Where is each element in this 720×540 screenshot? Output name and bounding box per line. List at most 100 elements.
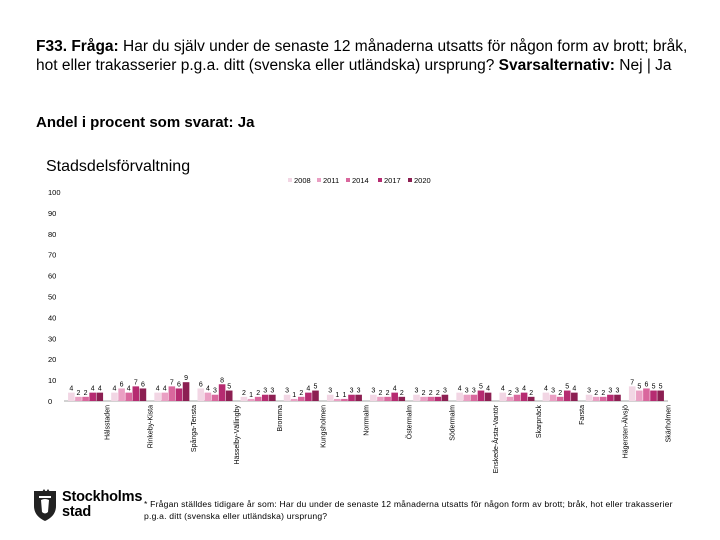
bar	[420, 396, 427, 401]
bar	[75, 396, 82, 401]
y-tick-label: 100	[48, 188, 61, 197]
data-label: 4	[522, 386, 526, 393]
bar	[168, 386, 176, 401]
data-label: 6	[141, 381, 145, 388]
data-label: 2	[400, 390, 404, 397]
bar	[118, 388, 125, 401]
legend-label: 2011	[323, 176, 339, 185]
bar	[377, 396, 384, 401]
data-label: 2	[84, 390, 88, 397]
data-label: 2	[242, 390, 246, 397]
answer-alternatives-label: Svarsalternativ:	[498, 56, 615, 74]
bar	[96, 392, 104, 401]
bar	[182, 382, 190, 401]
data-label: 1	[335, 392, 339, 399]
data-label: 3	[213, 388, 217, 395]
data-label: 6	[120, 381, 124, 388]
y-tick-label: 60	[48, 272, 56, 281]
bar	[261, 394, 269, 401]
bar	[484, 392, 492, 401]
legend-label: 2020	[414, 176, 431, 185]
bar	[334, 398, 341, 401]
bar	[607, 394, 614, 401]
bar	[211, 394, 219, 401]
data-label: 1	[292, 392, 296, 399]
y-tick-label: 50	[48, 293, 56, 302]
data-label: 3	[443, 388, 447, 395]
data-label: 3	[371, 388, 375, 395]
bar	[111, 392, 118, 401]
data-label: 3	[415, 388, 419, 395]
bar	[161, 392, 169, 401]
bar	[499, 392, 507, 401]
bar	[348, 394, 355, 401]
y-tick-label: 0	[48, 397, 52, 406]
bar	[384, 396, 391, 401]
category-label: Rinkeby-Kista	[148, 405, 155, 448]
bar	[513, 394, 521, 401]
bar	[628, 386, 636, 401]
data-label: 4	[163, 386, 167, 393]
question-text: F33. Fråga: Har du själv under de senast…	[36, 38, 696, 75]
category-label: Skärholmen	[665, 405, 672, 442]
data-label: 8	[220, 377, 224, 384]
bar	[441, 394, 449, 401]
bar	[456, 392, 463, 401]
bar	[341, 398, 348, 401]
bar	[398, 396, 406, 401]
bar	[527, 396, 535, 401]
legend-label: 2014	[352, 176, 369, 185]
category-label: Norrmalm	[363, 405, 370, 436]
legend-label: 2017	[384, 176, 401, 185]
category-label: Enskede-Årsta-Vantör	[491, 404, 500, 473]
data-label: 2	[508, 390, 512, 397]
city-crest-icon	[34, 489, 56, 521]
data-label: 1	[249, 392, 253, 399]
data-label: 7	[134, 379, 138, 386]
legend-label: 2008	[294, 176, 311, 185]
data-label: 2	[299, 390, 303, 397]
bar	[225, 390, 233, 401]
bar	[305, 392, 312, 401]
y-tick-label: 30	[48, 334, 56, 343]
bar	[643, 388, 650, 401]
bar	[391, 392, 398, 401]
category-label: Östermalm	[406, 405, 414, 439]
y-tick-label: 90	[48, 209, 56, 218]
legend-swatch	[346, 178, 350, 182]
data-label: 6	[199, 381, 203, 388]
data-label: 4	[306, 386, 310, 393]
bar	[283, 394, 291, 401]
y-tick-label: 40	[48, 313, 56, 322]
legend-swatch	[317, 178, 321, 182]
bar	[599, 396, 607, 401]
question-prefix: F33. Fråga:	[36, 38, 119, 55]
legend-swatch	[288, 178, 292, 182]
bar	[204, 392, 212, 401]
data-label: 3	[587, 388, 591, 395]
bar	[650, 390, 657, 401]
data-label: 6	[177, 381, 181, 388]
bar	[132, 386, 140, 401]
bar	[154, 392, 161, 401]
data-label: 2	[436, 390, 440, 397]
category-label: Södermalm	[450, 405, 457, 441]
bar	[297, 396, 305, 401]
data-label: 3	[608, 388, 612, 395]
question-body: Har du själv under de senaste 12 månader…	[36, 38, 688, 74]
category-label: Hässelby-Vällingby	[234, 405, 241, 465]
bar	[434, 396, 442, 401]
data-label: 3	[357, 388, 361, 395]
y-tick-label: 80	[48, 230, 56, 239]
data-label: 5	[659, 384, 663, 391]
data-label: 4	[98, 386, 102, 393]
bar	[312, 390, 319, 401]
y-tick-label: 70	[48, 251, 56, 260]
data-label: 3	[515, 388, 519, 395]
bar	[89, 392, 96, 401]
data-label: 6	[644, 381, 648, 388]
legend-swatch	[408, 178, 412, 182]
answer-alternatives: Nej | Ja	[619, 56, 672, 74]
data-label: 3	[551, 388, 555, 395]
bar	[139, 388, 147, 401]
